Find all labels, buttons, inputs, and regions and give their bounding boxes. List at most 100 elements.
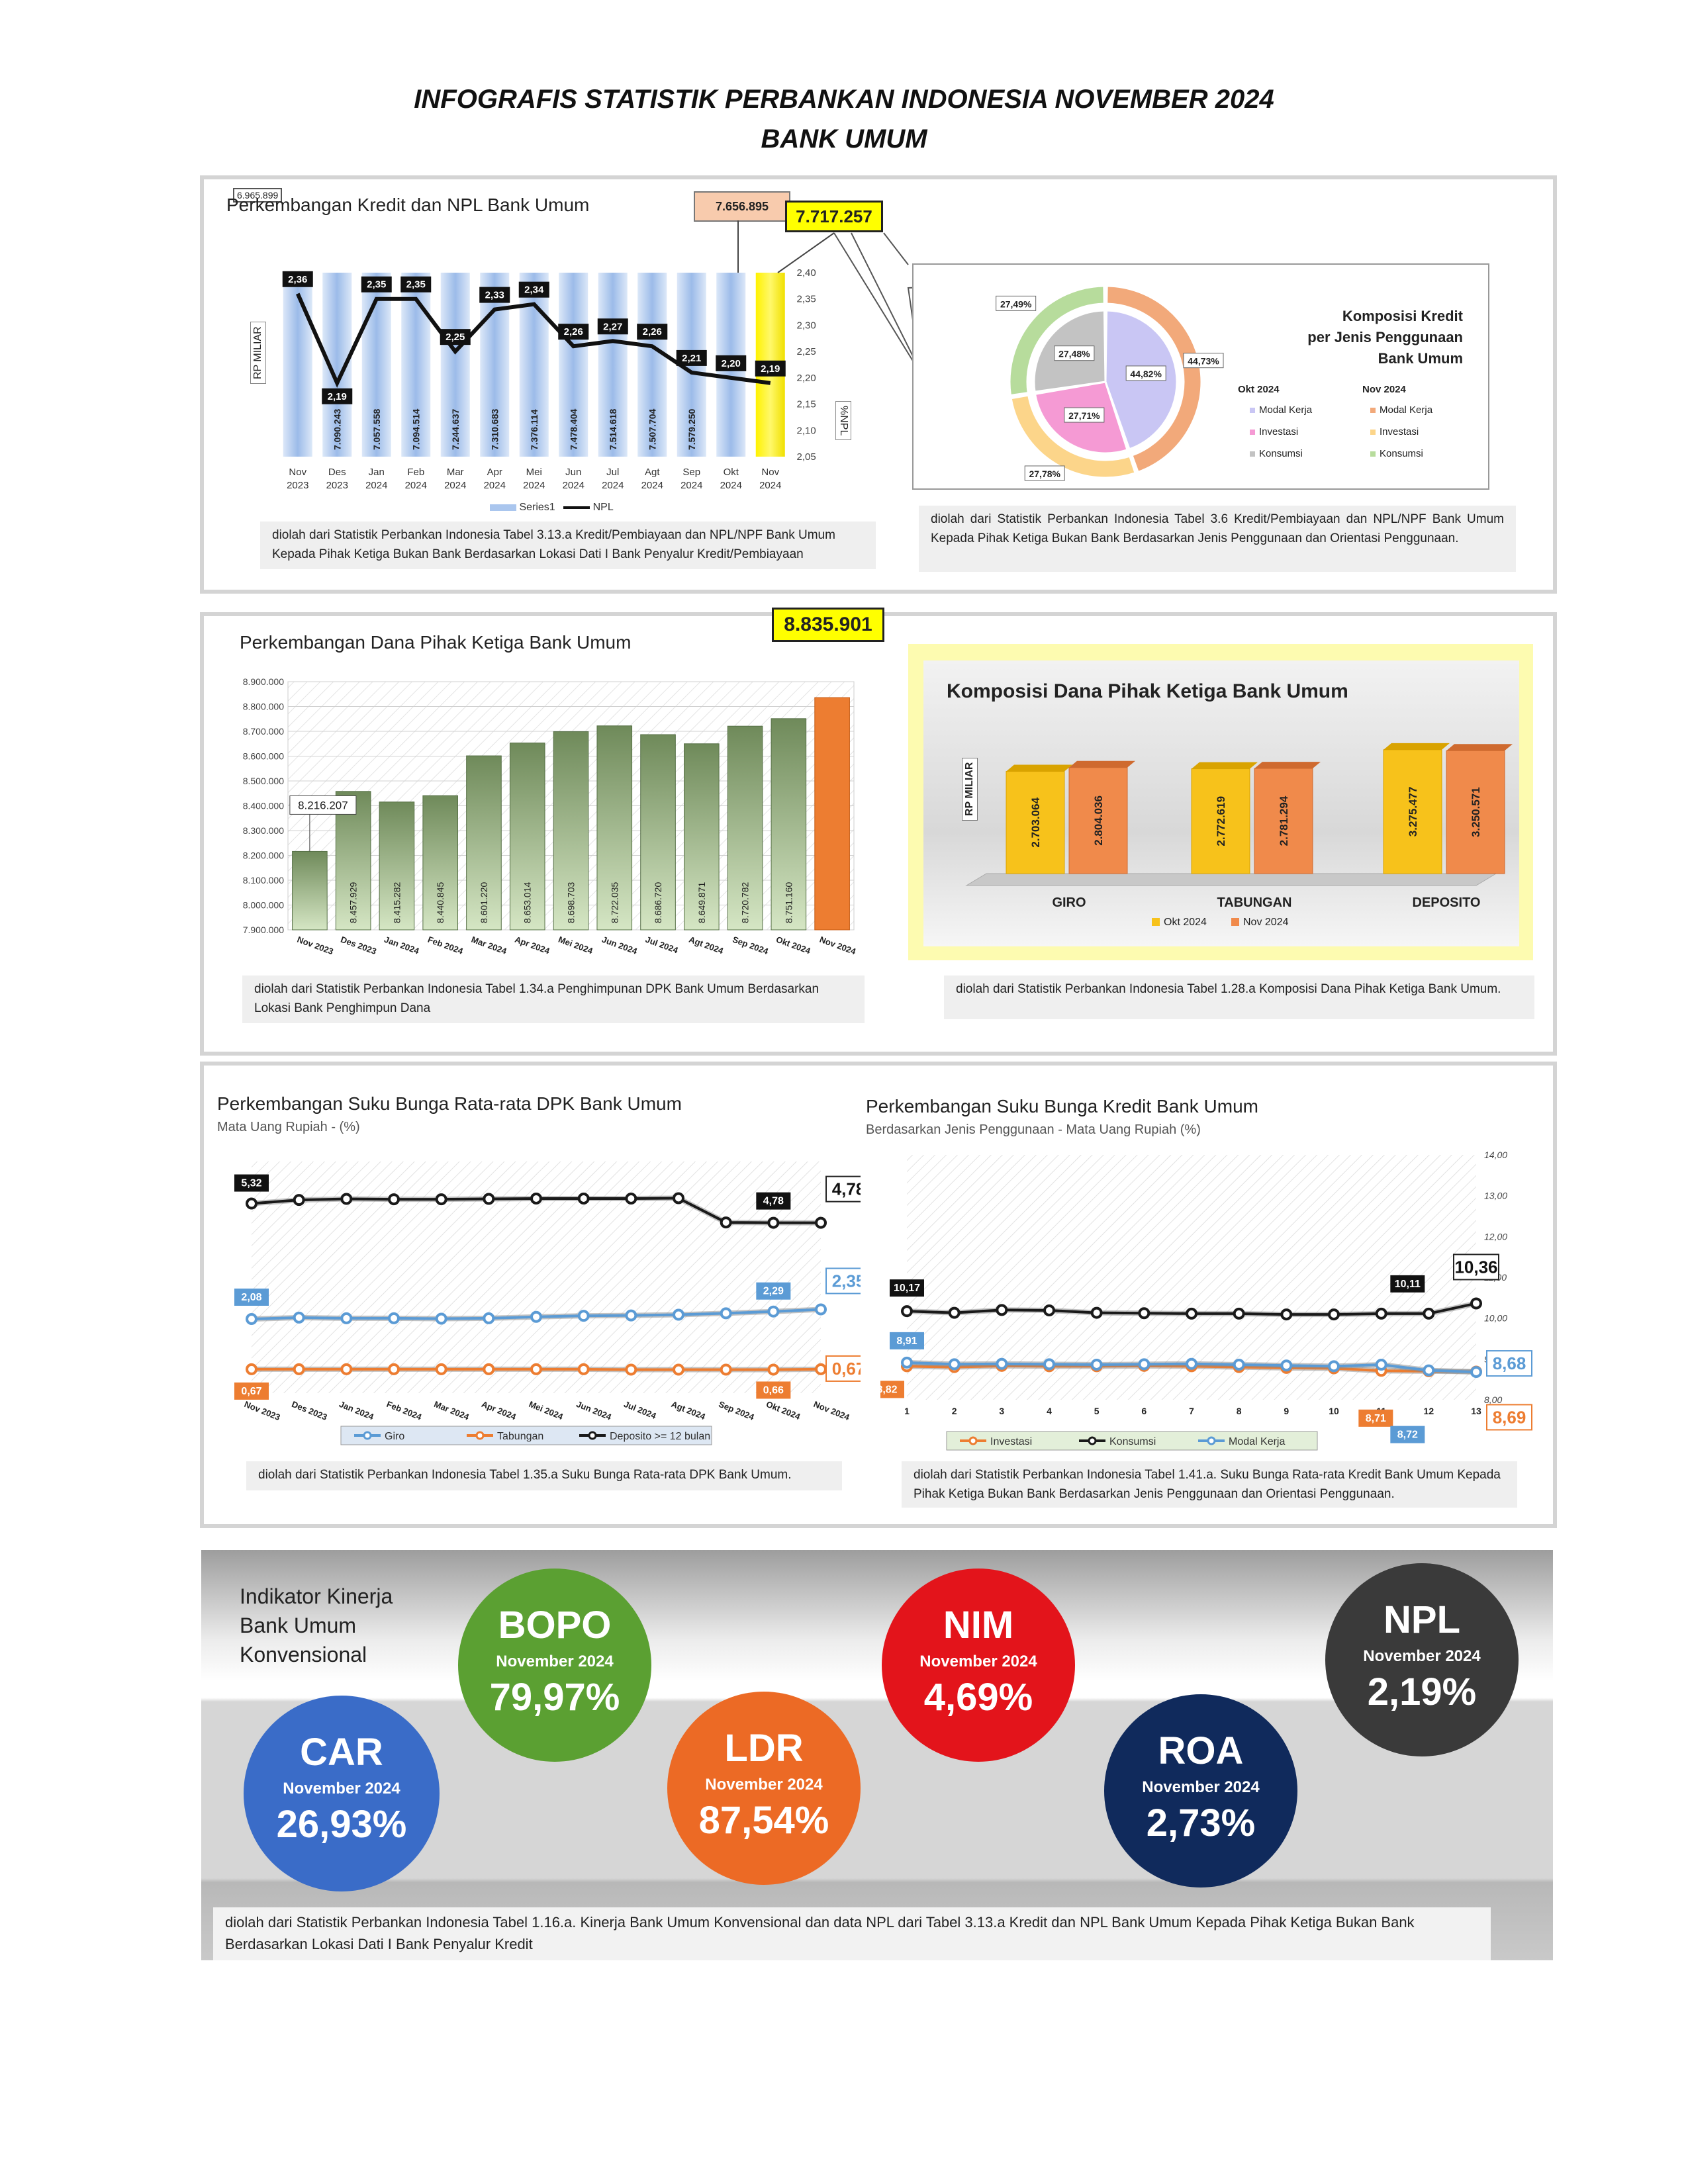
series-point [483,1363,495,1375]
series-prev-label: 0,66 [763,1385,784,1396]
legend-nov-item: Modal Kerja [1370,404,1475,416]
series-point [815,1303,827,1316]
y-tick-label: 8.100.000 [243,875,284,886]
dpk-bar-value-label: 8.457.929 [348,882,359,923]
kpi-period: November 2024 [1363,1647,1481,1665]
legend-marker [363,1431,372,1440]
legend-okt-title: Okt 2024 [1238,384,1280,395]
x-tick-label: 2024 [405,480,427,491]
legend-npl-swatch [563,506,590,509]
x-tick-label: Okt 2024 [774,934,812,956]
series-point [720,1363,732,1376]
kpi-name: NPL [1383,1598,1460,1641]
series-last-label: 8,69 [1493,1407,1526,1427]
series-point [1375,1358,1387,1371]
npl-label-box [597,318,628,335]
kpi-car: CAR November 2024 26,93% [244,1696,440,1891]
x-tick-label: 13 [1471,1406,1481,1416]
series-point [1138,1358,1150,1371]
series-point [293,1363,305,1375]
kpi-bopo: BOPO November 2024 79,97% [458,1569,651,1762]
legend-label: Tabungan [497,1431,543,1442]
y-tick-label: 8.200.000 [243,850,284,861]
series-point [1043,1304,1055,1316]
dpk-bar-value-label: 8.698.703 [566,882,577,923]
kredit-callout-nov: 7.717.257 [785,201,883,232]
komposisi-bar-top [1006,764,1072,772]
kredit-bar [283,273,312,457]
kredit-bar [480,273,510,457]
kpi-title-3: Konvensional [240,1643,367,1666]
series-point [1423,1364,1435,1377]
npl-label-box [361,276,392,293]
series-point [293,1311,305,1324]
kpi-title-1: Indikator Kinerja [240,1584,393,1608]
dpk-bar-value-label: 8.686.720 [653,882,663,923]
komposisi-bar [1446,750,1505,874]
pie-outer-label: 27,49% [1000,298,1032,309]
legend-box [340,1426,712,1445]
series-last-label-box [825,1355,861,1382]
bar-value-label: 7.507.704 [647,409,657,450]
series-point [246,1363,258,1375]
x-tick-label: Mar [447,467,464,478]
npl-data-label: 2,26 [643,326,662,338]
komposisi-bar-label: 3.275.477 [1407,787,1419,837]
legend-nov-title: Nov 2024 [1362,384,1406,395]
series-point [1423,1307,1435,1320]
komposisi-bar-top [1069,760,1135,768]
komposisi-dpk-chart: 2.703.064 2.804.036 GIRO 2.772.619 2.781.294… [965,743,1513,928]
pie-inner-label: 27,71% [1068,410,1100,421]
npl-data-label: 2,26 [564,326,583,338]
kredit-callout-okt: 7.656.895 [694,191,790,222]
komposisi-category-label: GIRO [1052,895,1086,910]
pie-outer-label: 44,73% [1188,356,1219,367]
kredit-chart-title: Perkembangan Kredit dan NPL Bank Umum [226,195,590,215]
npl-data-label: 2,20 [722,358,741,369]
kredit-bar [598,273,628,457]
x-tick-label: Jun 2024 [600,934,639,956]
kpi-value: 79,97% [489,1676,620,1719]
y-tick-label: 7.900.000 [243,925,284,935]
series-point [1186,1307,1197,1320]
y2-tick-label: 2,05 [797,451,816,463]
suku-kredit-chart: 14,0013,0012,0011,0010,009,008,001234567… [880,1150,1532,1451]
series-label-box [234,1174,269,1192]
pie-label-box [1064,407,1105,423]
x-tick-label: Nov 2023 [296,934,335,957]
suku-dpk-chart: Nov 2023 Des 2023 Jan 2024 Feb 2024 Mar 2024… [234,1161,861,1445]
series-prev-label: 10,11 [1395,1279,1421,1290]
komposisi-dpk-note: diolah dari Statistik Perbankan Indonesi… [944,976,1534,1019]
x-tick-label: Des 2023 [291,1399,329,1422]
series-point [948,1358,961,1371]
y-tick-label: 8.700.000 [243,726,284,737]
legend-label: Giro [385,1431,404,1442]
komposisi-kredit-title-2: per Jenis Penggunaan [1307,329,1463,345]
series-label-box [1358,1409,1393,1427]
series-point [1328,1308,1340,1321]
y-tick-label: 10,00 [1484,1313,1507,1324]
dpk-bar [379,801,415,931]
komposisi-bar [1006,771,1065,874]
dpk-bar-value-label: 8.722.035 [609,882,620,923]
suku-kredit-note: diolah dari Statistik Perbankan Indonesi… [902,1461,1517,1508]
series-point [625,1309,637,1322]
dpk-callout: 8.835.901 [772,608,884,642]
kredit-bar [440,273,470,457]
x-tick-label: Nov 2024 [812,1399,851,1423]
series-point [1138,1307,1150,1320]
bar-value-label: 7.478.404 [568,409,579,450]
series-label-box [756,1192,791,1210]
pie-label-box [1054,345,1095,361]
pie-label-box [1125,365,1166,381]
bar-value-label: 7.090.243 [332,409,342,450]
pie-outer-slice [1105,285,1203,474]
series-label-box [1390,1426,1425,1443]
series-point [340,1312,353,1324]
legend-series1-swatch [490,504,516,511]
kpi-value: 2,19% [1367,1670,1477,1713]
x-tick-label: 2024 [680,480,702,491]
x-tick-label: 2024 [602,480,624,491]
legend-marker [475,1431,485,1440]
komposisi-bar-label: 2.804.036 [1092,796,1105,846]
